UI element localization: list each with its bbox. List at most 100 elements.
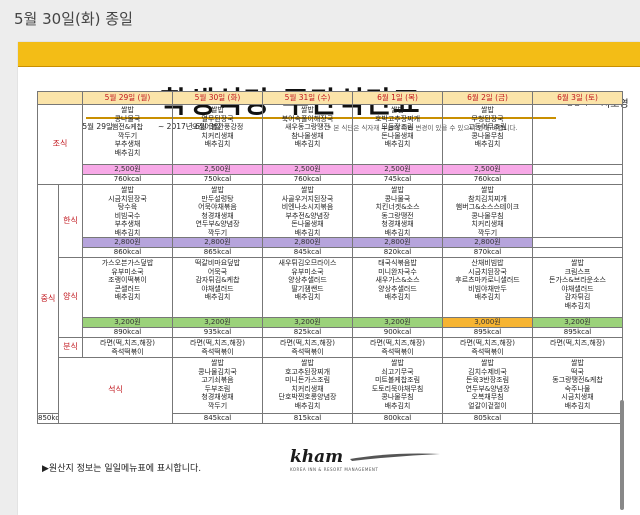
korean-menu-cell: 쌀밥 만두설렁탕 어묵야채볶음 청경채생채 연두부&양념장 깍두기 (172, 184, 263, 238)
western-price-row: 3,200원 3,200원 3,200원 3,200원 3,000원 3,200원 (38, 317, 623, 328)
price-cell: 3,200원 (532, 317, 623, 328)
menu-item: 만두설렁탕 (201, 194, 234, 203)
price-cell: 2,500원 (262, 164, 353, 175)
menu-item: 미니돈가스조림 (284, 376, 331, 384)
menu-item: 즉석떡볶이 (111, 347, 144, 356)
menu-item: 쌀밥 (481, 106, 494, 114)
menu-item: 배추김치 (114, 148, 141, 157)
menu-item: 새우동그랑땡전 (284, 123, 331, 131)
breakfast-kcal-row: 760kcal 750kcal 760kcal 745kcal 760kcal (38, 174, 623, 185)
menu-item: 오복채무침 (471, 393, 504, 401)
logo-subtext: KOREA INN & RESORT MANAGEMENT (290, 467, 379, 472)
menu-item: 즉석떡볶이 (471, 347, 504, 356)
menu-item: 참치김치찌개 (468, 194, 507, 203)
kcal-cell: 760kcal (442, 174, 533, 185)
korean-menu-cell: 쌀밥 참치김치찌개 햄버그&소스스테이크 콩나물무침 치커리생채 깍두기 (442, 184, 533, 238)
menu-item: 모듬장조림 (381, 123, 414, 131)
menu-item: 김치수제비국 (468, 367, 507, 376)
menu-item: 쌀밥 (481, 359, 494, 367)
menu-item: 배추김치 (384, 140, 411, 148)
menu-item: 쌀밥 (301, 359, 314, 367)
kcal-cell: 865kcal (172, 247, 263, 258)
menu-item: 비빔국수 (114, 211, 141, 220)
menu-item: 양상추샐러드 (378, 284, 417, 293)
korean-menu-cell: 쌀밥 사골우거지된장국 비엔나소시지볶음 부추전&양념장 돈나물생채 배추김치 (262, 184, 353, 238)
breakfast-menu-cell: 쌀밥 무청된장국 고등어무조림 콩나물무침 배추김치 (442, 104, 533, 165)
menu-item: 가스오븐가스덮밥 (101, 259, 154, 267)
menu-item: 배추김치 (114, 293, 141, 301)
menu-item: 라면(떡,치즈,해장) (190, 339, 245, 347)
menu-item: 쇠고기무국 (381, 367, 414, 376)
menu-item: 쌀밥 (391, 186, 404, 194)
kcal-cell (532, 174, 623, 185)
menu-item: 깍두기 (207, 401, 228, 410)
kcal-cell: 760kcal (262, 174, 353, 185)
menu-item: 새우가스&소스 (375, 276, 420, 284)
snack-menu-cell: 라면(떡,치즈,해장) 즉석떡볶이 (262, 337, 353, 358)
menu-item: 배추김치 (294, 293, 321, 301)
header-corner (37, 91, 83, 105)
menu-item: 돈나물생채 (381, 131, 414, 140)
menu-item: 즉석떡볶이 (381, 347, 414, 356)
section-label-korean: 한식 (58, 184, 83, 258)
korean-menu-row: 중식 한식 쌀밥 시금치된장국 탕수육 비빔국수 부추생채 배추김치 쌀밥 만두설렁탕 어묵야채볶음… (37, 184, 623, 414)
day-header: 6월 1일 (목) (352, 91, 443, 105)
western-kcal-row: 890kcal 935kcal 825kcal 900kcal 895kcal 895kc… (38, 327, 623, 338)
breakfast-price-row: 2,500원 2,500원 2,500원 2,500원 2,500원 (38, 164, 623, 175)
menu-item: 깍두기 (117, 131, 138, 140)
western-menu-cell: 태국식볶음밥 미니완자국수 새우가스&소스 양상추샐러드 배추김치 (352, 257, 443, 318)
menu-item: 호박고추장찌개 (374, 114, 421, 123)
menu-item: 콩나물국 (384, 194, 411, 203)
korean-menu-cell: 쌀밥 콩나물국 치킨너겟&소스 동그랑땡전 청경채생채 배추김치 (352, 184, 443, 238)
menu-item: 치커리생채 (471, 220, 504, 228)
price-cell: 2,800원 (172, 237, 263, 248)
price-cell: 3,200원 (352, 317, 443, 328)
dinner-menu-cell: 쌀밥 김치수제비국 돈육3반장조림 연두부&양념장 오복채무침 얼갈이겉절이 (442, 357, 533, 414)
section-label-snack: 분식 (58, 337, 83, 358)
western-menu-cell: 가스오븐가스덮밥 유부미소국 조랭이떡볶이 콘샐러드 배추김치 (82, 257, 173, 318)
menu-item: 배추김치 (474, 293, 501, 301)
price-cell (532, 237, 623, 248)
menu-item: 참나물생채 (291, 131, 324, 140)
day-header: 6월 3일 (토) (532, 91, 623, 105)
menu-item: 햄전&케찹 (111, 123, 144, 131)
menu-item: 치커리생채 (201, 131, 234, 140)
menu-item: 동그랑땡전 (381, 211, 414, 220)
menu-item: 쌀밥 (121, 106, 134, 114)
menu-item: 쌀밥 (301, 186, 314, 194)
menu-item: 떡국 (571, 367, 584, 376)
menu-item: 조랭이떡볶이 (108, 276, 147, 284)
day-header: 5월 29일 (월) (82, 91, 173, 105)
menu-item: 야채샐러드 (561, 284, 594, 293)
menu-item: 비엔나소시지볶음 (281, 203, 334, 211)
menu-item: 라면(떡,치즈,해장) (100, 339, 155, 347)
menu-item: 고기쇠볶음 (201, 376, 234, 384)
price-cell: 3,200원 (262, 317, 353, 328)
snack-menu-cell: 라면(떡,치즈,해장) 즉석떡볶이 (442, 337, 533, 358)
menu-item: 미트볼케찹조림 (374, 376, 421, 384)
menu-item: 유부미소국 (291, 267, 324, 276)
price-cell: 2,500원 (442, 164, 533, 175)
price-cell: 3,000원 (442, 317, 533, 328)
menu-item: 부추생채 (114, 220, 141, 228)
price-cell: 3,200원 (172, 317, 263, 328)
menu-item: 부추전&양념장 (285, 211, 330, 220)
kcal-cell: 870kcal (442, 247, 533, 258)
breakfast-menu-cell: 쌀밥 북어속풀이해장국 새우동그랑땡전 참나물생채 배추김치 (262, 104, 353, 165)
menu-item: 라면(떡,치즈,해장) (370, 339, 425, 347)
menu-item: 크림스프 (564, 267, 591, 276)
section-label-western: 양식 (58, 257, 83, 338)
day-header-row: 5월 29일 (월) 5월 30일 (화) 5월 31일 (수) 6월 1일 (목) 6… (37, 91, 623, 105)
dinner-menu-cell: 쌀밥 쇠고기무국 미트볼케찹조림 도토리묵야채무침 콩나물무침 배추김치 (352, 357, 443, 414)
snack-menu-cell: 라면(떡,치즈,해장) 즉석떡볶이 (82, 337, 173, 358)
menu-item: 호고추된장찌개 (284, 367, 331, 376)
menu-item: 딸기잼쌘드 (291, 284, 324, 293)
western-menu-cell: 쌀밥 크림스프 돈가스&브라운소스 야채샐러드 감자튀김 배추김치 (532, 257, 623, 318)
page-scrollbar[interactable] (620, 400, 624, 510)
menu-item: 배추김치 (384, 228, 411, 237)
logo-swoosh-icon (350, 453, 440, 461)
snack-menu-row: 분식 라면(떡,치즈,해장) 즉석떡볶이 라면(떡,치즈,해장) 즉석떡볶이 라면(떡,치… (38, 337, 623, 358)
menu-item: 도토리묵야채무침 (371, 384, 424, 393)
kcal-cell: 760kcal (82, 174, 173, 185)
menu-item: 콘샐러드 (114, 284, 141, 293)
